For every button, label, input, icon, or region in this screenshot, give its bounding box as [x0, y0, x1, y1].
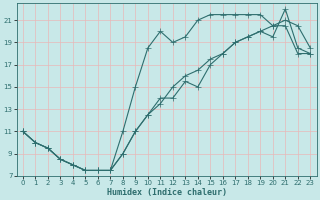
X-axis label: Humidex (Indice chaleur): Humidex (Indice chaleur) — [107, 188, 227, 197]
